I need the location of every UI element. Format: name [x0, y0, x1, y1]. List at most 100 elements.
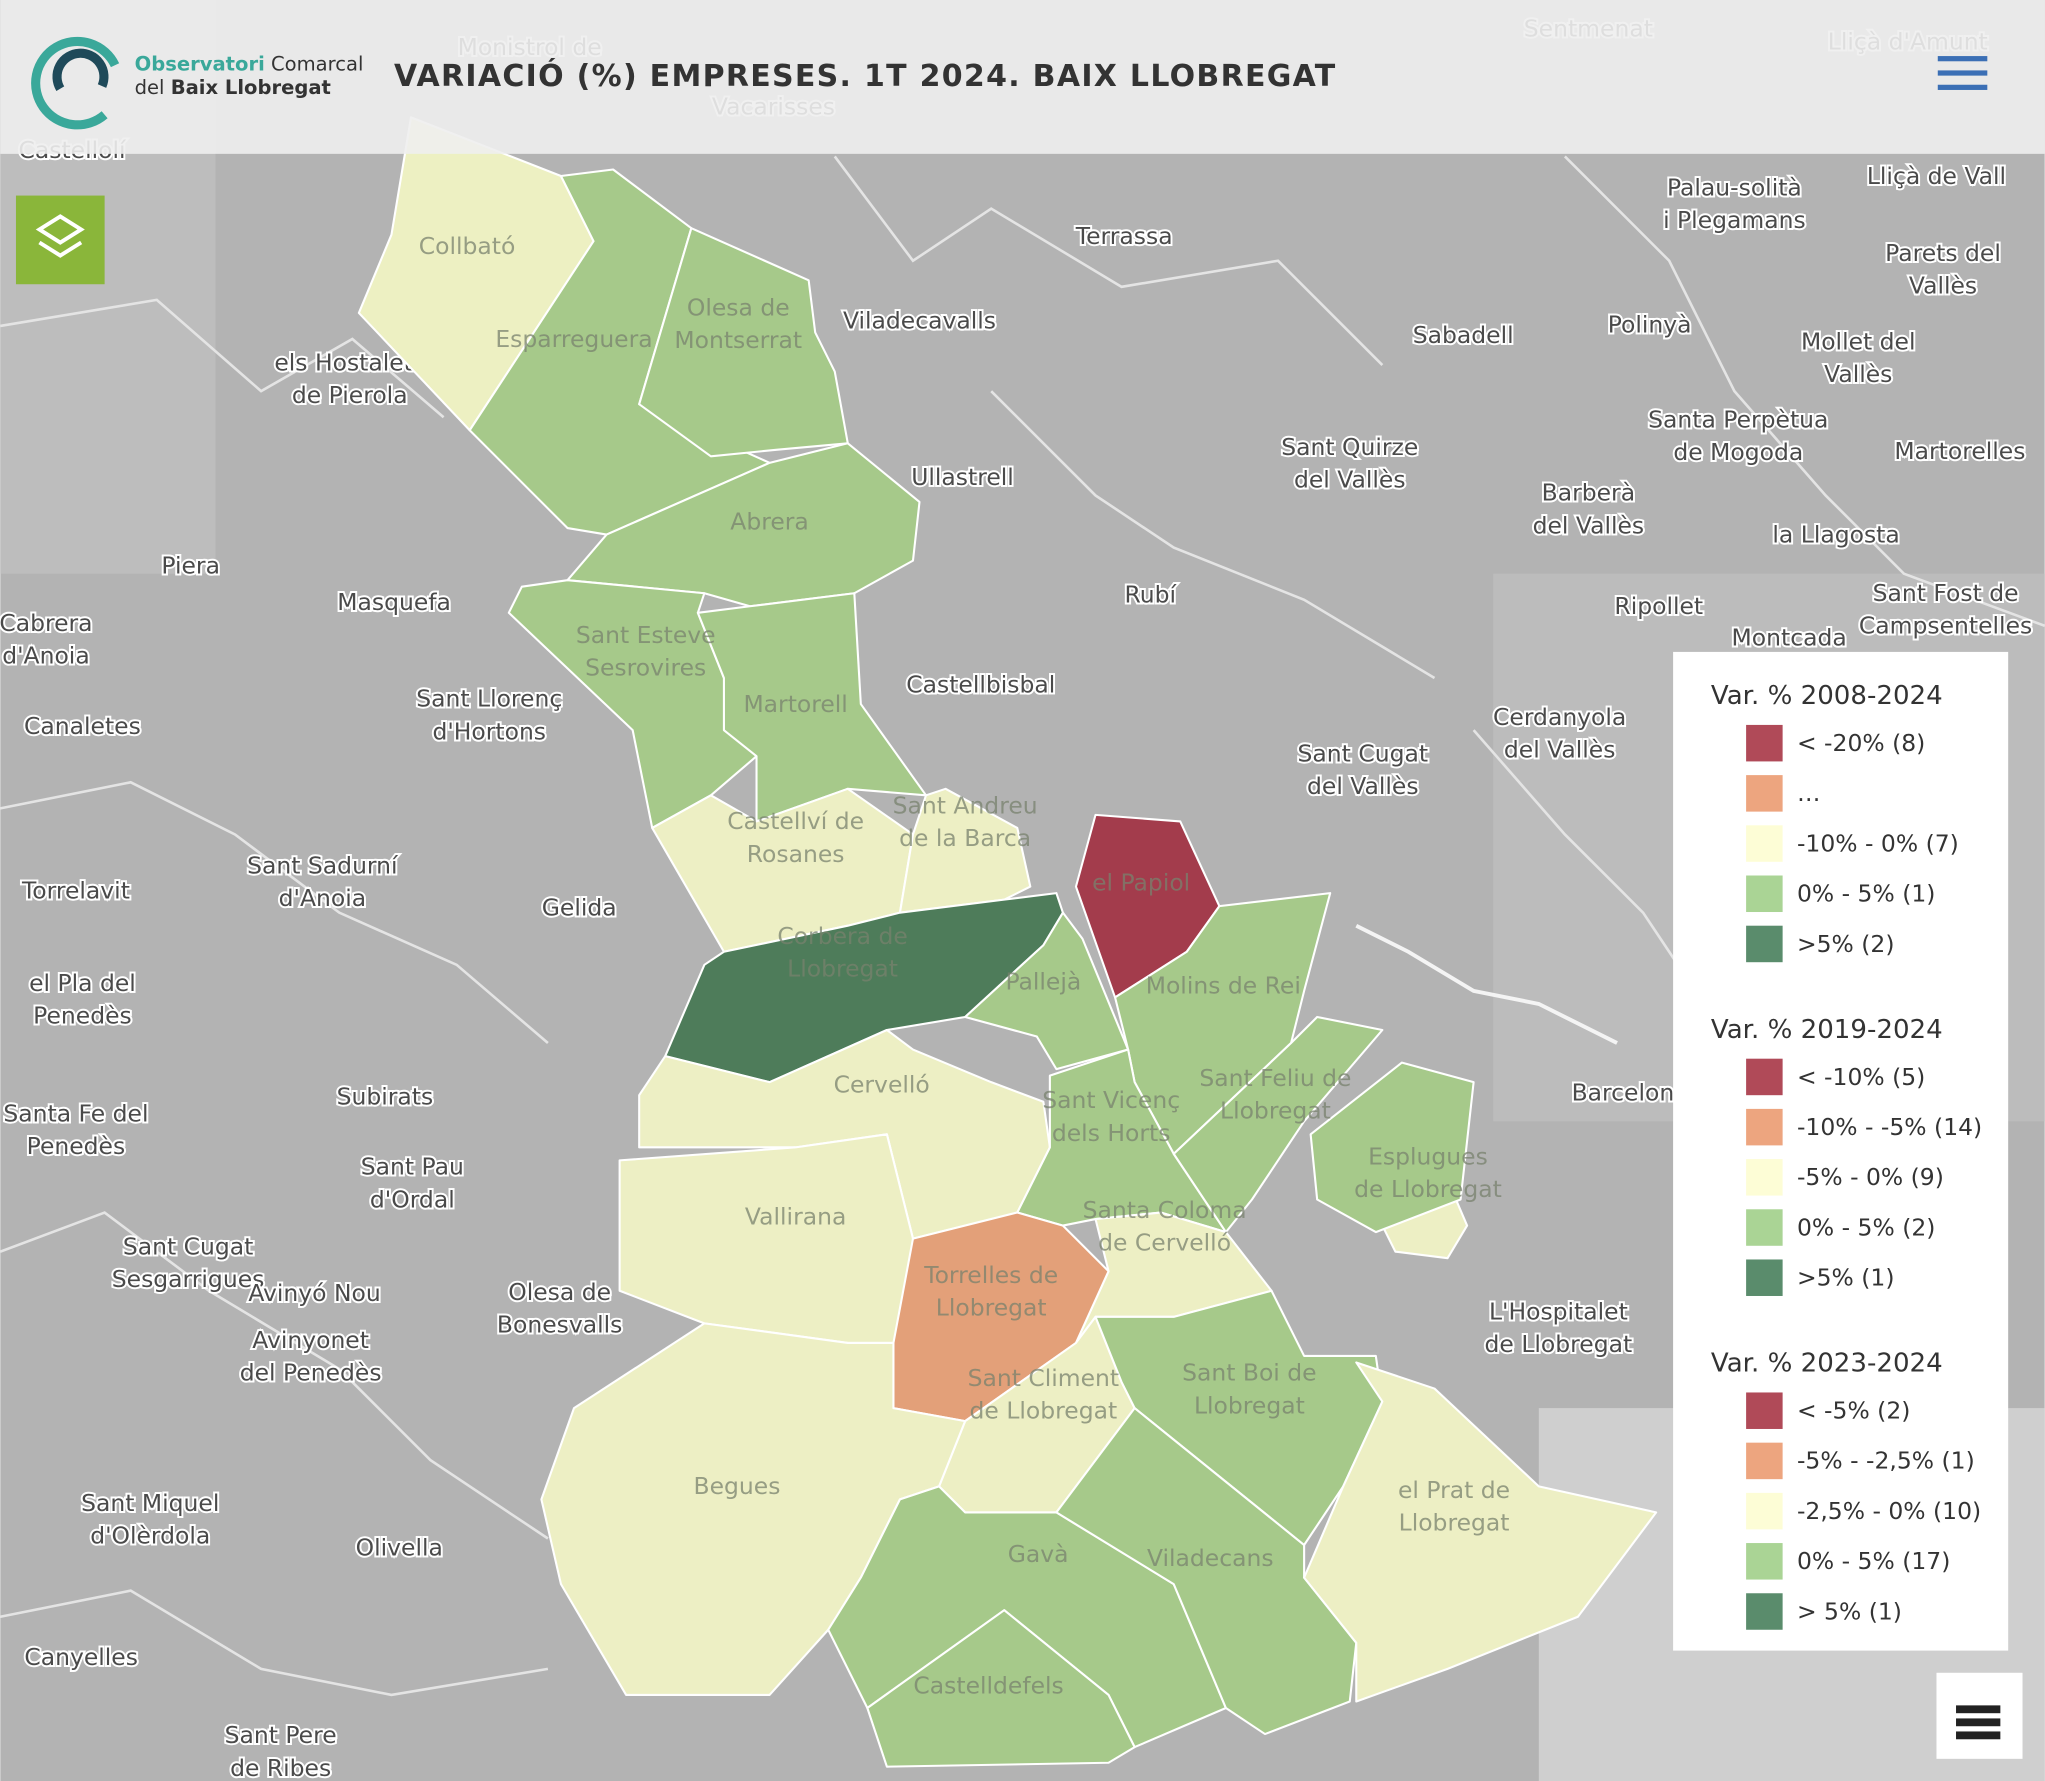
list-button[interactable] — [1936, 1672, 2023, 1759]
place-label: Parets del — [1885, 239, 2001, 267]
legend-swatch — [1746, 1209, 1783, 1246]
municipality-label: Llobregat — [936, 1294, 1047, 1322]
place-label: Penedès — [27, 1132, 126, 1160]
place-label: Sant Llorenç — [416, 685, 562, 713]
municipality-label: de Llobregat — [1354, 1175, 1502, 1203]
municipality-label: Viladecans — [1147, 1544, 1274, 1572]
municipality — [866, 1609, 1136, 1768]
municipality-label: de Llobregat — [970, 1397, 1118, 1425]
logo-text: del Baix Llobregat — [135, 76, 331, 99]
logo-arc — [52, 48, 109, 91]
place-label: Canyelles — [24, 1643, 138, 1671]
place-label: Sant Pere — [225, 1721, 337, 1749]
list-icon — [1956, 1718, 2001, 1727]
municipality-label: Corbera de — [777, 922, 907, 950]
municipality-label: Castellví de — [727, 807, 864, 835]
menu-button[interactable] — [1937, 56, 1988, 90]
menu-bar — [1937, 56, 1988, 62]
place-label: del Vallès — [1307, 772, 1419, 800]
municipality-label: Llobregat — [1399, 1509, 1510, 1537]
municipality-label: Sesrovires — [585, 653, 706, 681]
layers-button[interactable] — [15, 195, 105, 285]
place-label: Cabrera — [0, 609, 93, 637]
legend-swatch — [1746, 925, 1783, 963]
list-icon — [1956, 1731, 2001, 1740]
legend-label: -10% - 0% (7) — [1797, 829, 1959, 857]
place-label: d'Hortons — [432, 717, 546, 745]
road — [833, 155, 1384, 366]
place-label: d'Olèrdola — [90, 1522, 210, 1550]
legend-label: >5% (2) — [1797, 930, 1895, 958]
legend-label: < -10% (5) — [1797, 1063, 1925, 1091]
municipality-label: Olesa de — [687, 294, 790, 322]
municipality-label: de Cervelló — [1098, 1228, 1231, 1256]
place-label: el Pla del — [29, 969, 136, 997]
place-label: de Mogoda — [1673, 438, 1803, 466]
municipality-label: dels Horts — [1052, 1119, 1171, 1147]
legend-label: 0% - 5% (2) — [1797, 1213, 1935, 1241]
layers-button-bg — [15, 195, 105, 285]
layers-icon — [38, 240, 83, 258]
place-label: Barberà — [1542, 479, 1635, 507]
municipality-label: Sant Feliu de — [1199, 1064, 1351, 1092]
place-label: d'Anoia — [2, 642, 89, 670]
legend-label: >5% (1) — [1797, 1264, 1895, 1292]
municipality-label: Abrera — [730, 507, 809, 535]
place-label: Martorelles — [1894, 437, 2025, 465]
municipality-label: Llobregat — [1194, 1391, 1305, 1419]
legend-label: -5% - -2,5% (1) — [1797, 1447, 1975, 1475]
logo: Observatori Comarcal del Baix Llobregat — [31, 36, 363, 130]
place-label: del Vallès — [1294, 466, 1406, 494]
municipality-label: Esplugues — [1368, 1142, 1488, 1170]
place-label: Santa Fe del — [3, 1099, 148, 1127]
place-label: de Ribes — [230, 1754, 331, 1781]
place-label: Masquefa — [337, 588, 451, 616]
logo-word: Comarcal — [271, 52, 363, 75]
place-label: Terrassa — [1075, 222, 1173, 250]
legend-swatch — [1746, 1442, 1783, 1480]
municipality-label: Esparreguera — [495, 325, 652, 353]
municipality-label: Santa Coloma — [1083, 1196, 1247, 1224]
legend-label: > 5% (1) — [1797, 1597, 1902, 1625]
municipality-label: Sant Andreu — [893, 792, 1038, 820]
place-label: Olesa de — [508, 1278, 611, 1306]
municipality-label: Sant Climent — [968, 1364, 1120, 1392]
municipality-label: Rosanes — [747, 840, 845, 868]
place-label: del Vallès — [1533, 511, 1645, 539]
legend-label: < -5% (2) — [1797, 1397, 1910, 1425]
municipality-label: Castelldefels — [913, 1672, 1063, 1700]
legend-swatch — [1746, 1058, 1783, 1096]
place-label: Montcada — [1732, 623, 1847, 651]
place-label: d'Ordal — [370, 1185, 455, 1213]
legend-title: Var. % 2008-2024 — [1711, 681, 1943, 711]
place-label: Penedès — [33, 1001, 132, 1029]
list-icon — [1956, 1705, 2001, 1714]
legend-label: -2,5% - 0% (10) — [1797, 1497, 1981, 1525]
legend-label: -10% - -5% (14) — [1797, 1113, 1982, 1141]
place-label: Rubí — [1125, 580, 1178, 608]
legend-swatch — [1746, 1593, 1783, 1630]
place-label: Polinyà — [1608, 310, 1692, 338]
place-label: Sabadell — [1413, 321, 1514, 349]
municipality-label: Montserrat — [674, 326, 802, 354]
legend-swatch — [1746, 1392, 1783, 1429]
place-label: Vallès — [1909, 271, 1977, 299]
place-label: Avinyó Nou — [248, 1279, 380, 1307]
municipality-label: Collbató — [419, 232, 516, 260]
place-label: Castellbisbal — [906, 670, 1055, 698]
place-label: del Penedès — [240, 1359, 382, 1387]
place-label: Subirats — [337, 1082, 434, 1110]
municipality — [964, 911, 1130, 1071]
legend-label: -5% - 0% (9) — [1797, 1163, 1944, 1191]
municipality-label: Molins de Rei — [1146, 972, 1301, 1000]
municipality — [1309, 1061, 1475, 1234]
place-label: L'Hospitalet — [1489, 1297, 1628, 1325]
place-label: Sant Cugat — [1298, 739, 1428, 767]
legend-box — [1673, 651, 2009, 1651]
municipality-label: Pallejà — [1005, 968, 1081, 996]
place-label: Mollet del — [1801, 327, 1916, 355]
header-bar — [0, 0, 2045, 154]
list-button-bg — [1936, 1672, 2023, 1759]
municipality-label: Llobregat — [1220, 1097, 1331, 1125]
place-label: Sesgarrigues — [112, 1265, 265, 1293]
